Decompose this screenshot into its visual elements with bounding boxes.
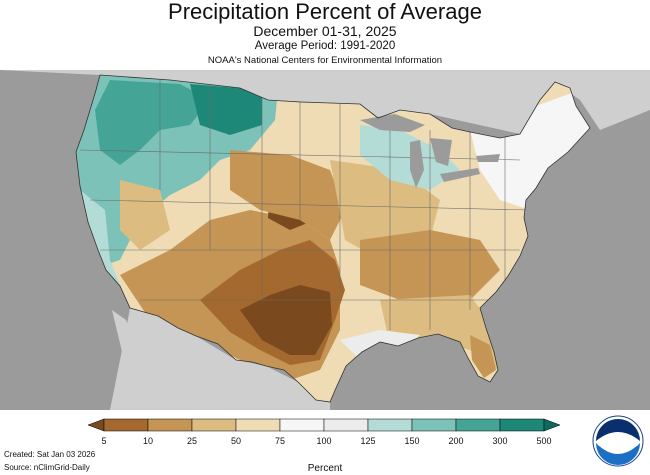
legend-bin [411, 418, 457, 432]
legend-tick-label: 100 [316, 436, 331, 446]
legend-high-arrow [543, 418, 561, 432]
lake-erie [440, 168, 480, 182]
region-montana-wet [190, 84, 262, 135]
legend-bin [499, 418, 545, 432]
legend-bin [455, 418, 501, 432]
legend-unit-label: Percent [307, 463, 343, 474]
legend-bin [323, 418, 369, 432]
map-period: December 01-31, 2025 [253, 23, 397, 39]
map-average-period: Average Period: 1991-2020 [254, 40, 396, 52]
map-title: Precipitation Percent of Average [168, 0, 482, 24]
legend-tick-label: 5 [101, 436, 106, 446]
precipitation-map [0, 70, 650, 410]
region-northwest-verywet [95, 80, 210, 165]
lake-michigan [410, 140, 424, 188]
legend-tick-label: 125 [360, 436, 375, 446]
region-florida-dry [470, 335, 496, 378]
noaa-logo-text: NOAA [603, 437, 632, 448]
legend-low-arrow [87, 418, 105, 432]
legend-tick-label: 500 [536, 436, 551, 446]
lake-huron [430, 138, 452, 166]
great-lakes [360, 114, 500, 188]
state-boundaries [79, 80, 531, 330]
map-agency: NOAA's National Centers for Environmenta… [207, 55, 443, 66]
canada-land [0, 70, 650, 134]
legend-tick-label: 10 [143, 436, 153, 446]
legend-tick-label: 25 [187, 436, 197, 446]
legend-bin [279, 418, 325, 432]
legend-bin [103, 418, 149, 432]
region-central-plains-dry [230, 150, 345, 240]
baja-peninsula [112, 310, 150, 402]
legend-tick-label: 75 [275, 436, 285, 446]
noaa-logo-icon: NOAA [592, 415, 644, 467]
lake-ontario [476, 154, 500, 162]
region-california-wet [80, 190, 122, 292]
mexico-land [110, 308, 330, 410]
legend-bin [191, 418, 237, 432]
region-texas-extreme-dry [240, 285, 332, 355]
created-date: Created: Sat Jan 03 2026 [4, 450, 96, 459]
data-source: Source: nClimGrid-Daily [4, 463, 90, 472]
region-southeast-moderate [380, 295, 498, 370]
legend-bin [147, 418, 193, 432]
lake-superior [360, 114, 425, 132]
legend-bin [367, 418, 413, 432]
legend-colorbar: 5 10 25 50 75 100 125 150 200 300 500 [87, 418, 561, 446]
region-nevada-mixed [120, 180, 170, 250]
legend-tick-label: 50 [231, 436, 241, 446]
legend-bin [235, 418, 281, 432]
legend-tick-label: 200 [448, 436, 463, 446]
legend-tick-label: 300 [492, 436, 507, 446]
legend-tick-label: 150 [404, 436, 419, 446]
